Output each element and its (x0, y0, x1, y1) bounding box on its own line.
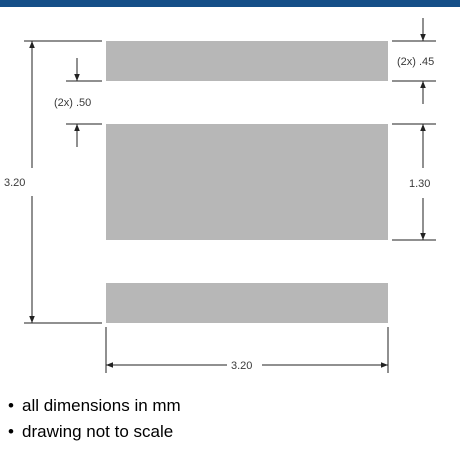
note-item: • all dimensions in mm (8, 393, 181, 419)
notes-list: • all dimensions in mm • drawing not to sc… (8, 393, 181, 445)
bullet-icon: • (8, 422, 14, 441)
total-width-label: 3.20 (231, 360, 252, 372)
gap-label: (2x) .50 (54, 97, 91, 109)
center-pad (106, 124, 388, 240)
outer-pad-height-label: (2x) .45 (397, 56, 434, 68)
header-bar (0, 0, 460, 7)
bullet-icon: • (8, 396, 14, 415)
bottom-pad (106, 283, 388, 323)
top-pad (106, 41, 388, 81)
note-text: all dimensions in mm (22, 396, 181, 415)
note-item: • drawing not to scale (8, 419, 181, 445)
total-height-label: 3.20 (4, 177, 25, 189)
land-pattern-drawing: (2x) .45 (2x) .50 3.20 1.30 3.20 (4, 18, 436, 373)
note-text: drawing not to scale (22, 422, 174, 441)
center-pad-height-label: 1.30 (409, 178, 430, 190)
